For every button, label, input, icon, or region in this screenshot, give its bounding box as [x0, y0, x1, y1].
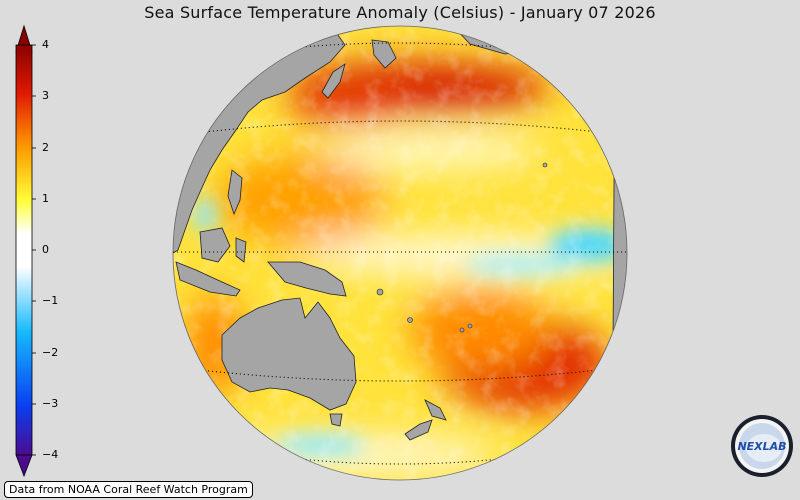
colorbar-tick-neg3: −3	[42, 397, 59, 410]
nexlab-logo: NEXLAB	[731, 415, 793, 477]
land-island	[459, 327, 465, 333]
colorbar-tick-neg2: −2	[42, 346, 59, 359]
land-borneo	[199, 227, 231, 263]
colorbar	[15, 24, 36, 478]
land-island	[542, 162, 548, 168]
colorbar-tick-3: 3	[42, 89, 49, 102]
land-philippines	[227, 169, 243, 216]
colorbar-tick-neg1: −1	[42, 294, 59, 307]
globe-outline	[172, 25, 628, 481]
land-new-guinea	[267, 261, 347, 297]
colorbar-tick-0: 0	[42, 243, 49, 256]
land-japan	[321, 63, 346, 99]
colorbar-tick-2: 2	[42, 141, 49, 154]
land-island	[376, 288, 384, 296]
land-new-zealand-north	[424, 399, 447, 421]
land-sulawesi	[235, 237, 247, 263]
data-credit: Data from NOAA Coral Reef Watch Program	[4, 481, 253, 498]
land-sumatra-java	[175, 261, 241, 297]
land-kamchatka	[371, 39, 397, 69]
land-new-zealand-south	[404, 419, 433, 441]
land-south-america	[611, 29, 627, 480]
land-island	[407, 317, 413, 323]
land-tasmania	[329, 413, 343, 427]
colorbar-tick-neg4: −4	[42, 448, 59, 461]
land-island	[467, 323, 473, 329]
colorbar-tick-1: 1	[42, 192, 49, 205]
colorbar-bottom-arrow	[15, 454, 33, 478]
svg-text:NEXLAB: NEXLAB	[737, 440, 786, 453]
colorbar-tick-4: 4	[42, 38, 49, 51]
map-title: Sea Surface Temperature Anomaly (Celsius…	[144, 3, 656, 22]
land-australia	[221, 297, 357, 411]
latitude-line-30n	[204, 120, 599, 133]
